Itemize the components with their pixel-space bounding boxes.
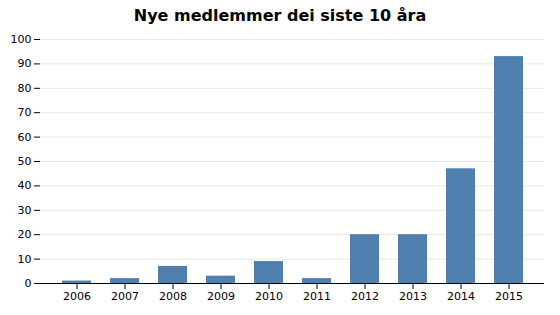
svg-text:2008: 2008 xyxy=(159,290,187,303)
svg-text:2013: 2013 xyxy=(399,290,427,303)
svg-text:2011: 2011 xyxy=(303,290,331,303)
svg-text:2010: 2010 xyxy=(255,290,283,303)
svg-text:0: 0 xyxy=(25,277,32,290)
svg-text:2015: 2015 xyxy=(495,290,523,303)
svg-text:10: 10 xyxy=(18,253,32,266)
svg-text:2009: 2009 xyxy=(207,290,235,303)
svg-text:20: 20 xyxy=(18,228,32,241)
svg-text:100: 100 xyxy=(11,33,32,46)
svg-text:50: 50 xyxy=(18,155,32,168)
html-text:Nye medlemmer dei siste 10 åra: Nye medlemmer dei siste 10 åra xyxy=(133,6,427,25)
svg-text:2006: 2006 xyxy=(63,290,91,303)
svg-text:2014: 2014 xyxy=(447,290,475,303)
svg-text:2007: 2007 xyxy=(111,290,139,303)
svg-text:80: 80 xyxy=(18,82,32,95)
svg-text:90: 90 xyxy=(18,57,32,70)
svg-text:70: 70 xyxy=(18,106,32,119)
svg-text:2012: 2012 xyxy=(351,290,379,303)
svg-text:30: 30 xyxy=(18,204,32,217)
svg-text:40: 40 xyxy=(18,179,32,192)
svg-text:60: 60 xyxy=(18,131,32,144)
